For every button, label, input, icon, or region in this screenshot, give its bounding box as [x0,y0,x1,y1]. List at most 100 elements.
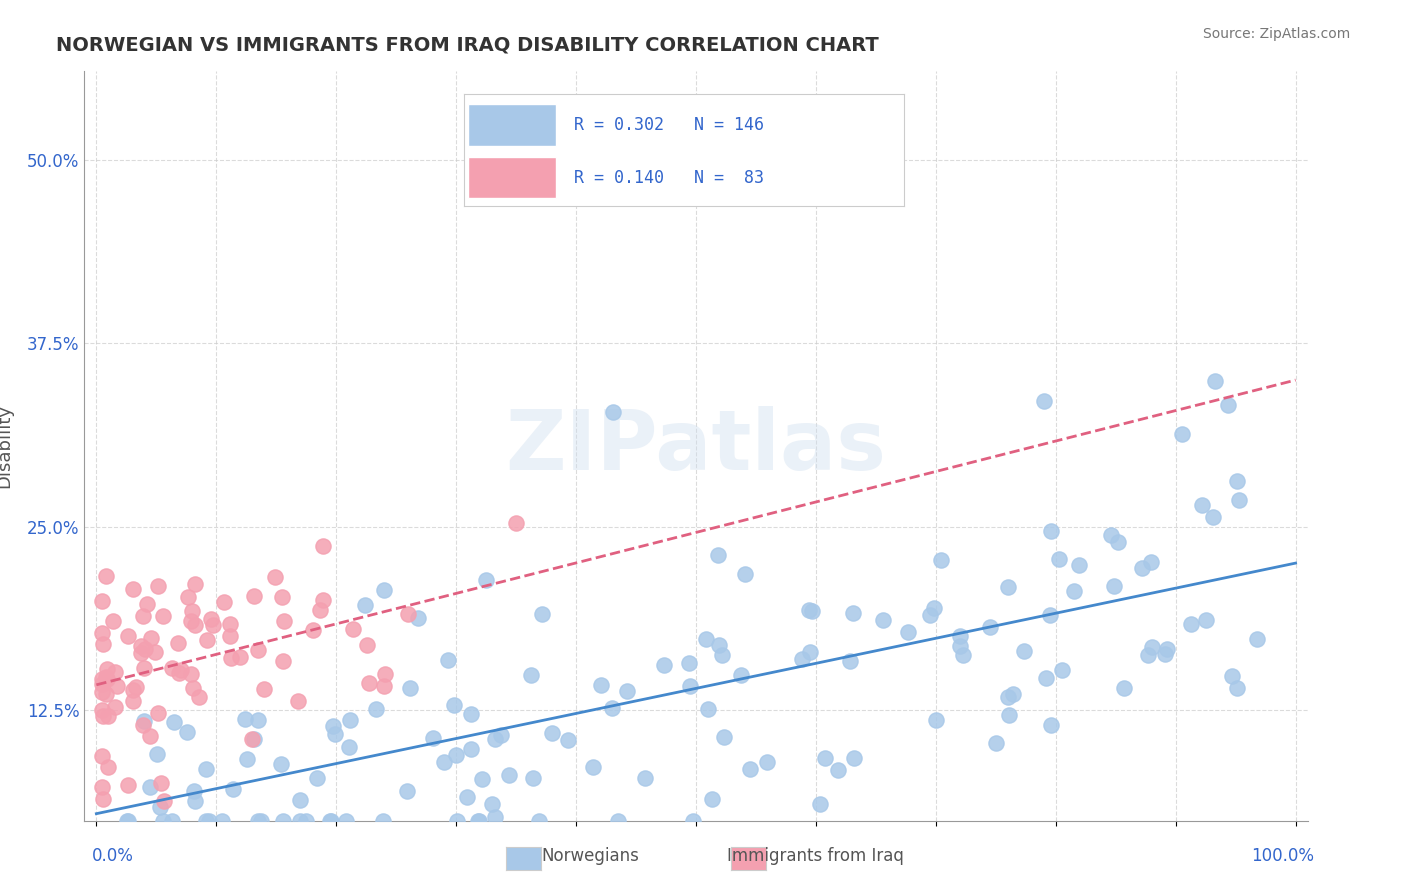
Point [146,706,169,720]
Point [373,583,395,598]
Point [1112,681,1135,696]
Point [91,637,114,651]
Point [93,792,115,806]
Point [467,814,489,828]
Point [527,814,550,828]
Point [446,814,468,828]
Point [600,701,623,715]
Point [997,690,1019,705]
Point [104,665,127,679]
Point [160,660,183,674]
Point [236,752,259,766]
Point [271,814,294,828]
Point [734,566,756,581]
Point [1139,555,1161,569]
Point [91,703,114,717]
Point [1136,648,1159,662]
Point [273,614,295,628]
Point [188,690,211,705]
Point [702,791,724,805]
Point [531,607,554,622]
Text: ZIPatlas: ZIPatlas [506,406,886,486]
Point [952,648,974,662]
Point [522,771,544,785]
Text: Source: ZipAtlas.com: Source: ZipAtlas.com [1202,27,1350,41]
Point [134,642,156,657]
Point [337,739,360,754]
Point [183,784,205,798]
Point [589,678,612,692]
Point [540,725,562,739]
Point [1191,498,1213,512]
Text: NORWEGIAN VS IMMIGRANTS FROM IRAQ DISABILITY CORRELATION CHART: NORWEGIAN VS IMMIGRANTS FROM IRAQ DISABI… [56,36,879,54]
Point [264,570,287,584]
Point [1204,374,1226,388]
Point [918,607,941,622]
Point [218,629,240,643]
Point [634,772,657,786]
Point [138,780,160,794]
Point [998,708,1021,723]
Point [96,687,118,701]
Point [460,741,482,756]
Point [91,685,114,699]
Point [103,614,125,628]
Point [1202,510,1225,524]
Point [491,728,513,742]
Point [146,579,169,593]
Point [364,702,387,716]
Point [706,549,728,563]
Point [218,617,240,632]
Point [422,731,444,746]
Point [94,569,117,583]
Point [679,679,702,693]
Point [374,667,396,681]
Point [132,661,155,675]
Point [152,608,174,623]
Point [131,646,153,660]
Point [827,763,849,777]
Point [122,683,145,698]
Point [697,702,720,716]
Point [184,618,207,632]
Point [212,595,235,609]
Point [799,645,821,659]
Point [202,617,225,632]
Point [1246,632,1268,646]
Point [177,590,200,604]
Point [1140,640,1163,655]
Point [1067,558,1090,572]
Point [288,814,311,828]
Point [163,714,186,729]
Text: Norwegians: Norwegians [541,847,640,865]
Point [481,797,503,812]
Point [91,780,114,794]
Point [247,814,270,828]
Point [755,755,778,769]
Point [808,797,831,811]
Point [979,619,1001,633]
Point [1047,552,1070,566]
Point [122,694,145,708]
Point [250,814,273,828]
Point [96,672,118,686]
Point [616,684,638,698]
Point [711,648,734,663]
Point [139,729,162,743]
Point [132,714,155,728]
Point [353,598,375,612]
Point [557,732,579,747]
Point [195,762,218,776]
Point [505,516,527,531]
Point [1227,492,1250,507]
Y-axis label: Disability: Disability [0,404,13,488]
Point [180,615,202,629]
Point [170,663,193,677]
Point [181,604,204,618]
Point [1099,528,1122,542]
Point [104,699,127,714]
Point [339,713,361,727]
Point [132,718,155,732]
Point [792,652,814,666]
Point [1180,616,1202,631]
